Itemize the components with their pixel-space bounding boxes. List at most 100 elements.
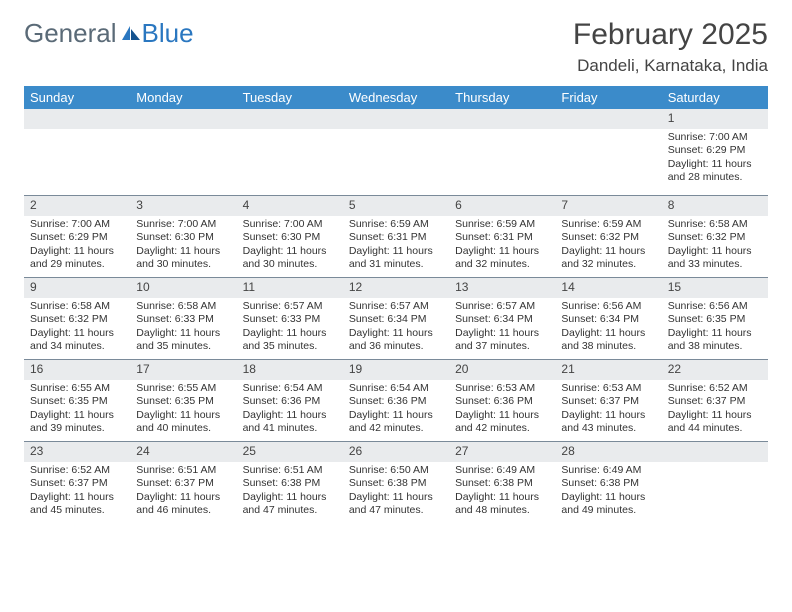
day-details [130, 129, 236, 195]
calendar-cell: 1Sunrise: 7:00 AMSunset: 6:29 PMDaylight… [662, 109, 768, 196]
day-number: 8 [662, 196, 768, 216]
day-details: Sunrise: 6:57 AMSunset: 6:33 PMDaylight:… [237, 298, 343, 358]
calendar-cell: 2Sunrise: 7:00 AMSunset: 6:29 PMDaylight… [24, 196, 130, 278]
day-number: 6 [449, 196, 555, 216]
day-header-sun: Sunday [24, 86, 130, 109]
day-details: Sunrise: 6:53 AMSunset: 6:36 PMDaylight:… [449, 380, 555, 440]
calendar-cell: 14Sunrise: 6:56 AMSunset: 6:34 PMDayligh… [555, 278, 661, 360]
day-number [343, 109, 449, 129]
day-header-thu: Thursday [449, 86, 555, 109]
calendar-page: General Blue February 2025 Dandeli, Karn… [0, 0, 792, 538]
sunrise-text: Sunrise: 6:59 AM [561, 218, 655, 231]
calendar-cell: 17Sunrise: 6:55 AMSunset: 6:35 PMDayligh… [130, 360, 236, 442]
daylight-text: Daylight: 11 hours and 29 minutes. [30, 245, 124, 272]
calendar-cell [130, 109, 236, 196]
calendar-week-row: 9Sunrise: 6:58 AMSunset: 6:32 PMDaylight… [24, 278, 768, 360]
calendar-cell: 9Sunrise: 6:58 AMSunset: 6:32 PMDaylight… [24, 278, 130, 360]
calendar-body: 1Sunrise: 7:00 AMSunset: 6:29 PMDaylight… [24, 109, 768, 528]
sunset-text: Sunset: 6:34 PM [349, 313, 443, 326]
sunset-text: Sunset: 6:37 PM [668, 395, 762, 408]
day-number: 24 [130, 442, 236, 462]
sunset-text: Sunset: 6:33 PM [243, 313, 337, 326]
daylight-text: Daylight: 11 hours and 35 minutes. [243, 327, 337, 354]
day-details: Sunrise: 6:56 AMSunset: 6:34 PMDaylight:… [555, 298, 661, 358]
day-details: Sunrise: 7:00 AMSunset: 6:29 PMDaylight:… [24, 216, 130, 276]
sunset-text: Sunset: 6:31 PM [349, 231, 443, 244]
day-details: Sunrise: 6:57 AMSunset: 6:34 PMDaylight:… [449, 298, 555, 358]
day-details: Sunrise: 7:00 AMSunset: 6:30 PMDaylight:… [130, 216, 236, 276]
calendar-cell: 15Sunrise: 6:56 AMSunset: 6:35 PMDayligh… [662, 278, 768, 360]
day-details [555, 129, 661, 195]
sunset-text: Sunset: 6:34 PM [455, 313, 549, 326]
sunset-text: Sunset: 6:31 PM [455, 231, 549, 244]
daylight-text: Daylight: 11 hours and 32 minutes. [561, 245, 655, 272]
day-details: Sunrise: 6:58 AMSunset: 6:32 PMDaylight:… [24, 298, 130, 358]
day-details: Sunrise: 6:58 AMSunset: 6:32 PMDaylight:… [662, 216, 768, 276]
day-details: Sunrise: 6:54 AMSunset: 6:36 PMDaylight:… [343, 380, 449, 440]
sunrise-text: Sunrise: 6:58 AM [136, 300, 230, 313]
day-number: 7 [555, 196, 661, 216]
day-number: 4 [237, 196, 343, 216]
daylight-text: Daylight: 11 hours and 38 minutes. [561, 327, 655, 354]
day-details: Sunrise: 6:58 AMSunset: 6:33 PMDaylight:… [130, 298, 236, 358]
day-details: Sunrise: 6:59 AMSunset: 6:32 PMDaylight:… [555, 216, 661, 276]
day-details: Sunrise: 7:00 AMSunset: 6:30 PMDaylight:… [237, 216, 343, 276]
brand-part1: General [24, 18, 117, 49]
calendar-cell [555, 109, 661, 196]
day-header-mon: Monday [130, 86, 236, 109]
calendar-week-row: 2Sunrise: 7:00 AMSunset: 6:29 PMDaylight… [24, 196, 768, 278]
sunrise-text: Sunrise: 6:59 AM [455, 218, 549, 231]
sunset-text: Sunset: 6:38 PM [349, 477, 443, 490]
daylight-text: Daylight: 11 hours and 42 minutes. [349, 409, 443, 436]
sunset-text: Sunset: 6:37 PM [561, 395, 655, 408]
sunset-text: Sunset: 6:32 PM [561, 231, 655, 244]
daylight-text: Daylight: 11 hours and 49 minutes. [561, 491, 655, 518]
daylight-text: Daylight: 11 hours and 40 minutes. [136, 409, 230, 436]
calendar-cell: 24Sunrise: 6:51 AMSunset: 6:37 PMDayligh… [130, 442, 236, 529]
sunset-text: Sunset: 6:30 PM [136, 231, 230, 244]
day-header-fri: Friday [555, 86, 661, 109]
daylight-text: Daylight: 11 hours and 47 minutes. [349, 491, 443, 518]
day-number: 14 [555, 278, 661, 298]
calendar-cell: 12Sunrise: 6:57 AMSunset: 6:34 PMDayligh… [343, 278, 449, 360]
calendar-header-row: Sunday Monday Tuesday Wednesday Thursday… [24, 86, 768, 109]
day-details: Sunrise: 6:52 AMSunset: 6:37 PMDaylight:… [662, 380, 768, 440]
day-details: Sunrise: 6:53 AMSunset: 6:37 PMDaylight:… [555, 380, 661, 440]
day-details: Sunrise: 6:51 AMSunset: 6:38 PMDaylight:… [237, 462, 343, 522]
day-details [24, 129, 130, 195]
day-details: Sunrise: 6:59 AMSunset: 6:31 PMDaylight:… [343, 216, 449, 276]
calendar-cell: 11Sunrise: 6:57 AMSunset: 6:33 PMDayligh… [237, 278, 343, 360]
header: General Blue February 2025 Dandeli, Karn… [24, 18, 768, 76]
day-number: 13 [449, 278, 555, 298]
daylight-text: Daylight: 11 hours and 43 minutes. [561, 409, 655, 436]
day-number: 27 [449, 442, 555, 462]
sunrise-text: Sunrise: 6:56 AM [668, 300, 762, 313]
day-header-wed: Wednesday [343, 86, 449, 109]
daylight-text: Daylight: 11 hours and 42 minutes. [455, 409, 549, 436]
calendar-cell: 28Sunrise: 6:49 AMSunset: 6:38 PMDayligh… [555, 442, 661, 529]
daylight-text: Daylight: 11 hours and 32 minutes. [455, 245, 549, 272]
day-details: Sunrise: 6:59 AMSunset: 6:31 PMDaylight:… [449, 216, 555, 276]
sunrise-text: Sunrise: 6:55 AM [30, 382, 124, 395]
calendar-cell [24, 109, 130, 196]
day-details: Sunrise: 6:55 AMSunset: 6:35 PMDaylight:… [24, 380, 130, 440]
daylight-text: Daylight: 11 hours and 46 minutes. [136, 491, 230, 518]
calendar-cell: 16Sunrise: 6:55 AMSunset: 6:35 PMDayligh… [24, 360, 130, 442]
day-number: 22 [662, 360, 768, 380]
day-details: Sunrise: 6:52 AMSunset: 6:37 PMDaylight:… [24, 462, 130, 522]
sunset-text: Sunset: 6:32 PM [668, 231, 762, 244]
daylight-text: Daylight: 11 hours and 35 minutes. [136, 327, 230, 354]
calendar-week-row: 1Sunrise: 7:00 AMSunset: 6:29 PMDaylight… [24, 109, 768, 196]
day-details [449, 129, 555, 195]
daylight-text: Daylight: 11 hours and 31 minutes. [349, 245, 443, 272]
sunset-text: Sunset: 6:37 PM [136, 477, 230, 490]
calendar-cell: 23Sunrise: 6:52 AMSunset: 6:37 PMDayligh… [24, 442, 130, 529]
calendar-cell [449, 109, 555, 196]
title-block: February 2025 Dandeli, Karnataka, India [573, 18, 768, 76]
sunrise-text: Sunrise: 6:52 AM [30, 464, 124, 477]
sunrise-text: Sunrise: 7:00 AM [136, 218, 230, 231]
daylight-text: Daylight: 11 hours and 36 minutes. [349, 327, 443, 354]
sunrise-text: Sunrise: 7:00 AM [668, 131, 762, 144]
day-number: 18 [237, 360, 343, 380]
day-details: Sunrise: 6:51 AMSunset: 6:37 PMDaylight:… [130, 462, 236, 522]
